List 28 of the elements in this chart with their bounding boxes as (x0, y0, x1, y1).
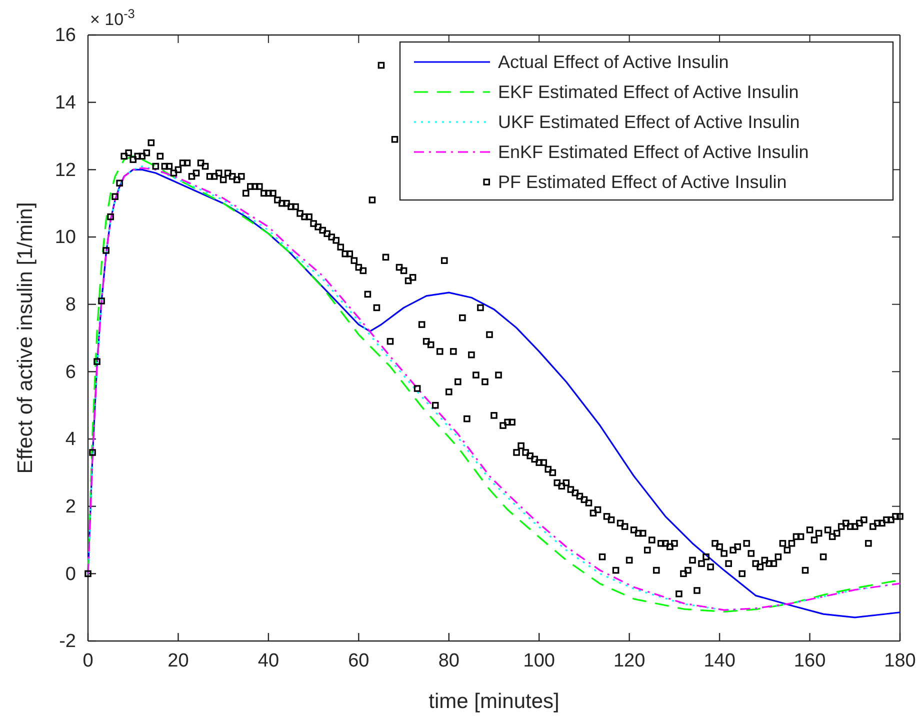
y-tick-label: 14 (54, 92, 76, 114)
legend-label: PF Estimated Effect of Active Insulin (498, 172, 787, 192)
y-tick-label: 8 (65, 294, 76, 316)
legend-label: Actual Effect of Active Insulin (498, 52, 729, 72)
y-tick-label: 10 (54, 227, 76, 248)
y-tick-label: 0 (65, 564, 76, 585)
y-tick-label: -2 (59, 631, 76, 652)
x-tick-label: 140 (704, 650, 736, 672)
x-axis-title: time [minutes] (428, 690, 560, 713)
y-tick-label: 2 (65, 496, 76, 518)
x-tick-label: 180 (884, 650, 916, 672)
x-tick-label: 40 (258, 650, 280, 672)
x-tick-label: 80 (438, 650, 460, 672)
legend-label: EnKF Estimated Effect of Active Insulin (498, 142, 809, 162)
x-tick-label: 120 (613, 650, 646, 672)
y-tick-label: 16 (54, 25, 76, 46)
y-tick-label: 4 (65, 429, 76, 450)
y-tick-label: 12 (54, 160, 76, 181)
x-tick-label: 20 (168, 650, 189, 672)
legend-label: EKF Estimated Effect of Active Insulin (498, 82, 799, 102)
text: × 10$^{-3}$ (90, 6, 135, 29)
legend-label: UKF Estimated Effect of Active Insulin (498, 112, 800, 132)
x-tick-label: 0 (82, 650, 94, 672)
y-tick-label: 6 (65, 362, 76, 383)
y-axis-title: Effect of active insulin [1/min] (14, 202, 37, 474)
x-tick-label: 160 (794, 650, 826, 672)
x-tick-label: 60 (348, 650, 370, 672)
x-tick-label: 100 (523, 650, 555, 672)
